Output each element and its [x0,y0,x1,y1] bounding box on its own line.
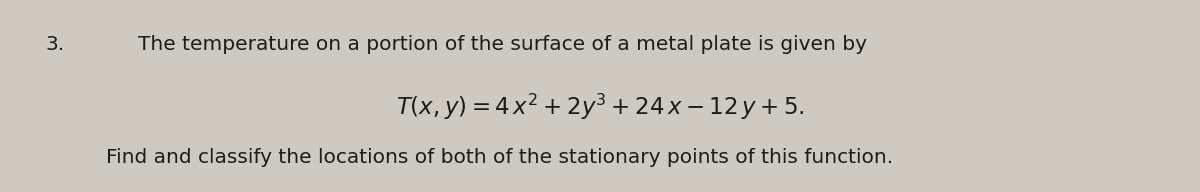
Text: The temperature on a portion of the surface of a metal plate is given by: The temperature on a portion of the surf… [138,35,866,54]
Text: $T(x,y) = 4\,x^2 + 2y^3 + 24\,x - 12\,y + 5.$: $T(x,y) = 4\,x^2 + 2y^3 + 24\,x - 12\,y … [396,92,804,122]
Text: Find and classify the locations of both of the stationary points of this functio: Find and classify the locations of both … [106,148,893,167]
Text: 3.: 3. [46,35,65,54]
